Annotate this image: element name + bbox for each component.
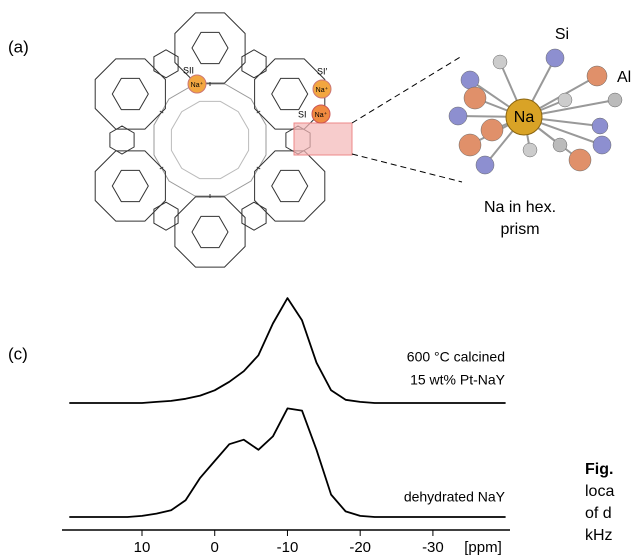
site-label: SII [183, 65, 194, 75]
x-tick-label: -20 [349, 539, 371, 556]
atom [592, 118, 608, 134]
site-label: SI [298, 109, 307, 119]
panel-label: (c) [8, 344, 28, 363]
atom [523, 143, 537, 157]
spectrum-label: 15 wt% Pt-NaY [410, 372, 506, 388]
cage [112, 170, 148, 201]
zeolite-framework [95, 13, 325, 267]
cage [192, 216, 228, 247]
cage [95, 151, 165, 221]
caption-fragment: Fig. [585, 461, 613, 478]
prism [110, 126, 134, 154]
figure: (a) SII Na⁺ SI′ Na⁺ SI Na⁺ Si Al Na Na i… [0, 0, 638, 559]
atom [449, 107, 467, 125]
spectrum-label: 600 °C calcined [407, 349, 505, 365]
x-tick-label: 10 [134, 539, 151, 556]
si-label: Si [555, 26, 569, 43]
atom [558, 93, 572, 107]
atom [546, 49, 564, 67]
atom [493, 55, 507, 69]
atom [464, 87, 486, 109]
ion-label: Na⁺ [315, 111, 328, 119]
highlight [294, 123, 352, 155]
atom [608, 93, 622, 107]
nmr-chart: 10 0 -10 -20 -30 [ppm] 600 °C calcined 15 wt% P… [62, 298, 510, 556]
x-tick-label: -30 [422, 539, 444, 556]
caption-fragment: of d [585, 505, 612, 522]
atom [459, 134, 481, 156]
zoom-line [352, 154, 462, 182]
hex-prism-inset [449, 49, 622, 174]
cage [192, 32, 228, 63]
atom [476, 156, 494, 174]
cage [175, 197, 245, 267]
page: (a) SII Na⁺ SI′ Na⁺ SI Na⁺ Si Al Na Na i… [0, 0, 638, 559]
atom [569, 149, 591, 171]
spectrum-label: dehydrated NaY [404, 489, 506, 505]
atom [587, 66, 607, 86]
ion-label: Na⁺ [191, 81, 204, 89]
cage [272, 170, 308, 201]
inset-caption: Na in hex. [484, 199, 556, 216]
ring [154, 84, 266, 196]
cage [272, 78, 308, 109]
atom [593, 136, 611, 154]
atom [481, 119, 503, 141]
na-label: Na [514, 109, 535, 126]
cage [255, 151, 325, 221]
x-tick-label: -10 [277, 539, 299, 556]
cage [95, 59, 165, 129]
ion-label: Na⁺ [316, 86, 329, 94]
caption-fragment: loca [585, 483, 614, 500]
zoom-line [352, 56, 462, 123]
ring [171, 101, 248, 178]
x-axis-label: [ppm] [464, 539, 502, 556]
atom [553, 138, 567, 152]
cage [112, 78, 148, 109]
x-tick-label: 0 [211, 539, 219, 556]
atom [461, 71, 479, 89]
al-label: Al [617, 69, 631, 86]
site-label: SI′ [317, 66, 328, 76]
inset-caption: prism [500, 221, 539, 238]
panel-label: (a) [8, 37, 29, 56]
caption-fragment: kHz [585, 527, 613, 544]
